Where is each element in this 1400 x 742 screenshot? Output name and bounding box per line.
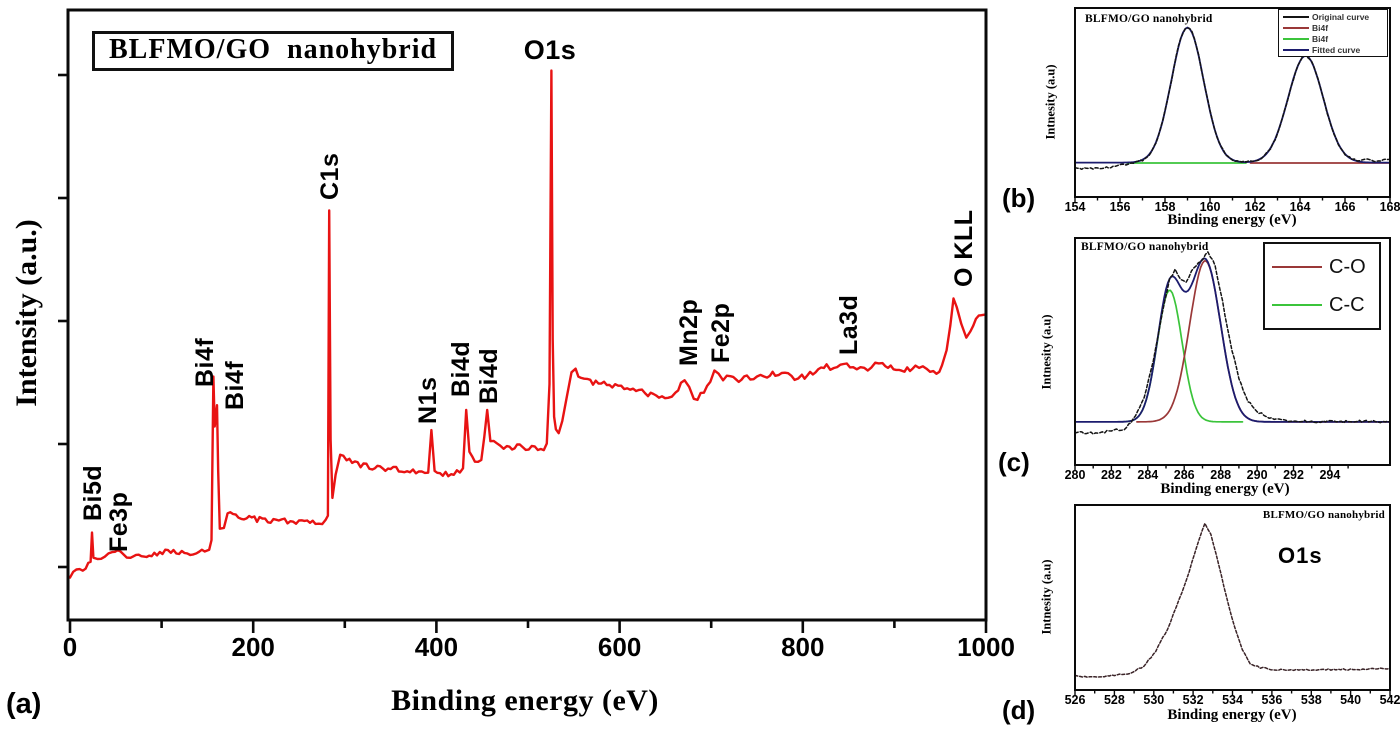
legend-label: C-O (1329, 255, 1366, 278)
d-xtick-label: 528 (1103, 693, 1125, 707)
panel-b-letter: (b) (1002, 183, 1036, 213)
peak-label-bi5d: Bi5d (78, 465, 107, 522)
a-xtick-label: 600 (597, 632, 642, 662)
legend-row: C-C (1265, 294, 1379, 317)
peak-label-o-kll: O KLL (949, 209, 978, 287)
d-xtick-label: 538 (1300, 693, 1322, 707)
legend-line-swatch (1283, 26, 1309, 29)
b-original-curve (1074, 27, 1391, 171)
b-xtick-label: 164 (1289, 200, 1311, 214)
panel-b-xlabel: Binding energy (eV) (1167, 212, 1297, 228)
a-xtick-label: 800 (781, 632, 825, 662)
panel-d-o1s-annotation: O1s (1278, 543, 1323, 568)
legend-label: C-C (1329, 293, 1365, 316)
c-xtick-label: 280 (1064, 468, 1086, 482)
legend-row: C-O (1265, 256, 1379, 279)
d-xtick-label: 542 (1379, 693, 1400, 707)
a-xtick-label: 200 (231, 632, 275, 662)
panel-c-title: BLFMO/GO nanohybrid (1081, 241, 1209, 253)
peak-label-bi4d: Bi4d (447, 340, 475, 397)
c-xtick-label: 292 (1283, 468, 1304, 482)
peak-label-n1s: N1s (414, 376, 443, 424)
peak-label-bi4f: Bi4f (220, 360, 249, 410)
legend-label: Bi4f (1312, 22, 1329, 33)
peak-label-bi4d: Bi4d (474, 347, 503, 404)
legend-line-swatch (1283, 48, 1309, 51)
a-xtick-label: 1000 (957, 632, 1015, 662)
peak-label-bi4f: Bi4f (190, 337, 219, 387)
panel-c-xlabel: Binding energy (eV) (1160, 481, 1290, 497)
c-original-curve (1074, 251, 1391, 435)
c-xtick-label: 290 (1246, 468, 1268, 482)
legend-line-swatch (1272, 265, 1322, 269)
peak-label-fe3p: Fe3p (105, 491, 134, 552)
d-plot-box (1074, 504, 1391, 691)
b-xtick-label: 156 (1109, 200, 1131, 214)
legend-line-swatch (1283, 15, 1309, 18)
c-xtick-label: 284 (1137, 468, 1159, 482)
panel-c-letter: (c) (998, 447, 1030, 477)
peak-label-mn2p: Mn2p (675, 298, 704, 367)
legend-label: Bi4f (1312, 33, 1329, 44)
d-xtick-label: 536 (1261, 693, 1283, 707)
panel-a-letter: (a) (6, 688, 42, 720)
a-xtick-label: 400 (414, 632, 459, 662)
b-xtick-label: 154 (1064, 200, 1086, 214)
legend-row: Original curve (1279, 12, 1387, 22)
b-xtick-label: 158 (1154, 200, 1176, 214)
d-xtick-label: 534 (1222, 693, 1243, 707)
d-xtick-label: 540 (1340, 693, 1362, 707)
b-xtick-label: 160 (1199, 200, 1221, 214)
panel-d-title: BLFMO/GO nanohybrid (1262, 509, 1385, 521)
b-xtick-label: 166 (1334, 200, 1356, 214)
legend-row: Bi4f (1279, 23, 1387, 33)
panel-d-xlabel: Binding energy (eV) (1167, 707, 1297, 723)
c-xtick-label: 282 (1100, 468, 1122, 482)
d-xtick-label: 526 (1064, 693, 1086, 707)
a-xtick-label: 0 (62, 632, 78, 662)
peak-label-c1s: C1s (316, 152, 345, 201)
panel-b-title: BLFMO/GO nanohybrid (1085, 13, 1213, 25)
a-survey-spectrum (68, 69, 988, 579)
panel-d-ylabel: Intnesity (a.u) (1039, 559, 1054, 635)
b-xtick-label: 168 (1379, 200, 1400, 214)
panel-c-ylabel: Intnesity (a.u) (1039, 314, 1054, 390)
panel-b-legend: Original curve Bi4f Bi4f Fitted curve (1278, 9, 1388, 57)
c-xtick-label: 288 (1210, 468, 1232, 482)
panel-a-xlabel: Binding energy (eV) (391, 684, 659, 717)
peak-label-la3d: La3d (835, 294, 864, 356)
c-plot-box (1074, 237, 1391, 466)
panel-d-letter: (d) (1002, 695, 1036, 725)
panel-c-legend: C-O C-C (1263, 242, 1381, 330)
d-xtick-label: 532 (1182, 693, 1204, 707)
peak-label-fe2p: Fe2p (707, 302, 736, 363)
panel-b-ylabel: Intnesity (a.u) (1043, 64, 1058, 140)
c-xtick-label: 294 (1319, 468, 1341, 482)
d-o1s-curve (1074, 522, 1391, 678)
d-xtick-label: 530 (1143, 693, 1165, 707)
legend-label: Original curve (1312, 11, 1370, 22)
peak-label-o1s: O1s (523, 34, 577, 65)
panel-a-title-box: BLFMO/GO nanohybrid (92, 31, 455, 71)
legend-row: Bi4f (1279, 34, 1387, 44)
legend-line-swatch (1283, 37, 1309, 40)
legend-row: Fitted curve (1279, 45, 1387, 55)
panel-a-ylabel: Intensity (a.u.) (10, 219, 43, 407)
b-xtick-label: 162 (1244, 200, 1266, 214)
c-xtick-label: 286 (1173, 468, 1195, 482)
legend-line-swatch (1272, 303, 1322, 307)
legend-label: Fitted curve (1312, 44, 1361, 55)
